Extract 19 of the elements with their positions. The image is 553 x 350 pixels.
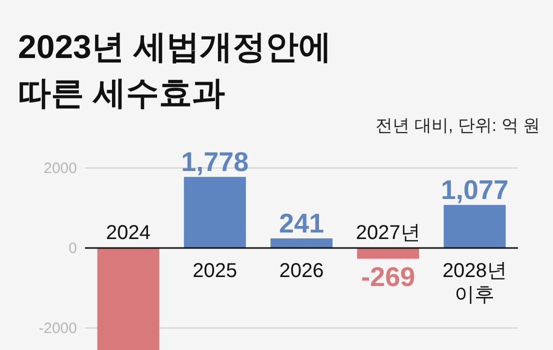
x-tick-label: 2028년 이후	[442, 260, 507, 306]
x-tick-label: 2024	[106, 222, 151, 244]
x-tick-label: 2026	[279, 260, 324, 282]
chart-title: 2023년 세법개정안에 따른 세수효과	[18, 28, 332, 111]
data-label: 1,778	[181, 146, 249, 177]
bar	[444, 204, 506, 248]
x-tick-label: 2025	[192, 260, 238, 282]
bar	[270, 238, 332, 248]
bar	[97, 248, 160, 350]
y-tick-label: 2000	[44, 160, 77, 177]
data-label: 241	[278, 208, 324, 238]
data-label: 1,077	[440, 174, 508, 205]
bar	[357, 248, 420, 259]
x-tick-label: 2027년	[356, 222, 420, 244]
y-tick-label: 0	[68, 240, 77, 257]
bar	[184, 176, 246, 248]
chart-subtitle: 전년 대비, 단위: 억 원	[376, 116, 540, 135]
data-label: -269	[361, 262, 416, 292]
y-tick-label: -2000	[38, 320, 77, 337]
